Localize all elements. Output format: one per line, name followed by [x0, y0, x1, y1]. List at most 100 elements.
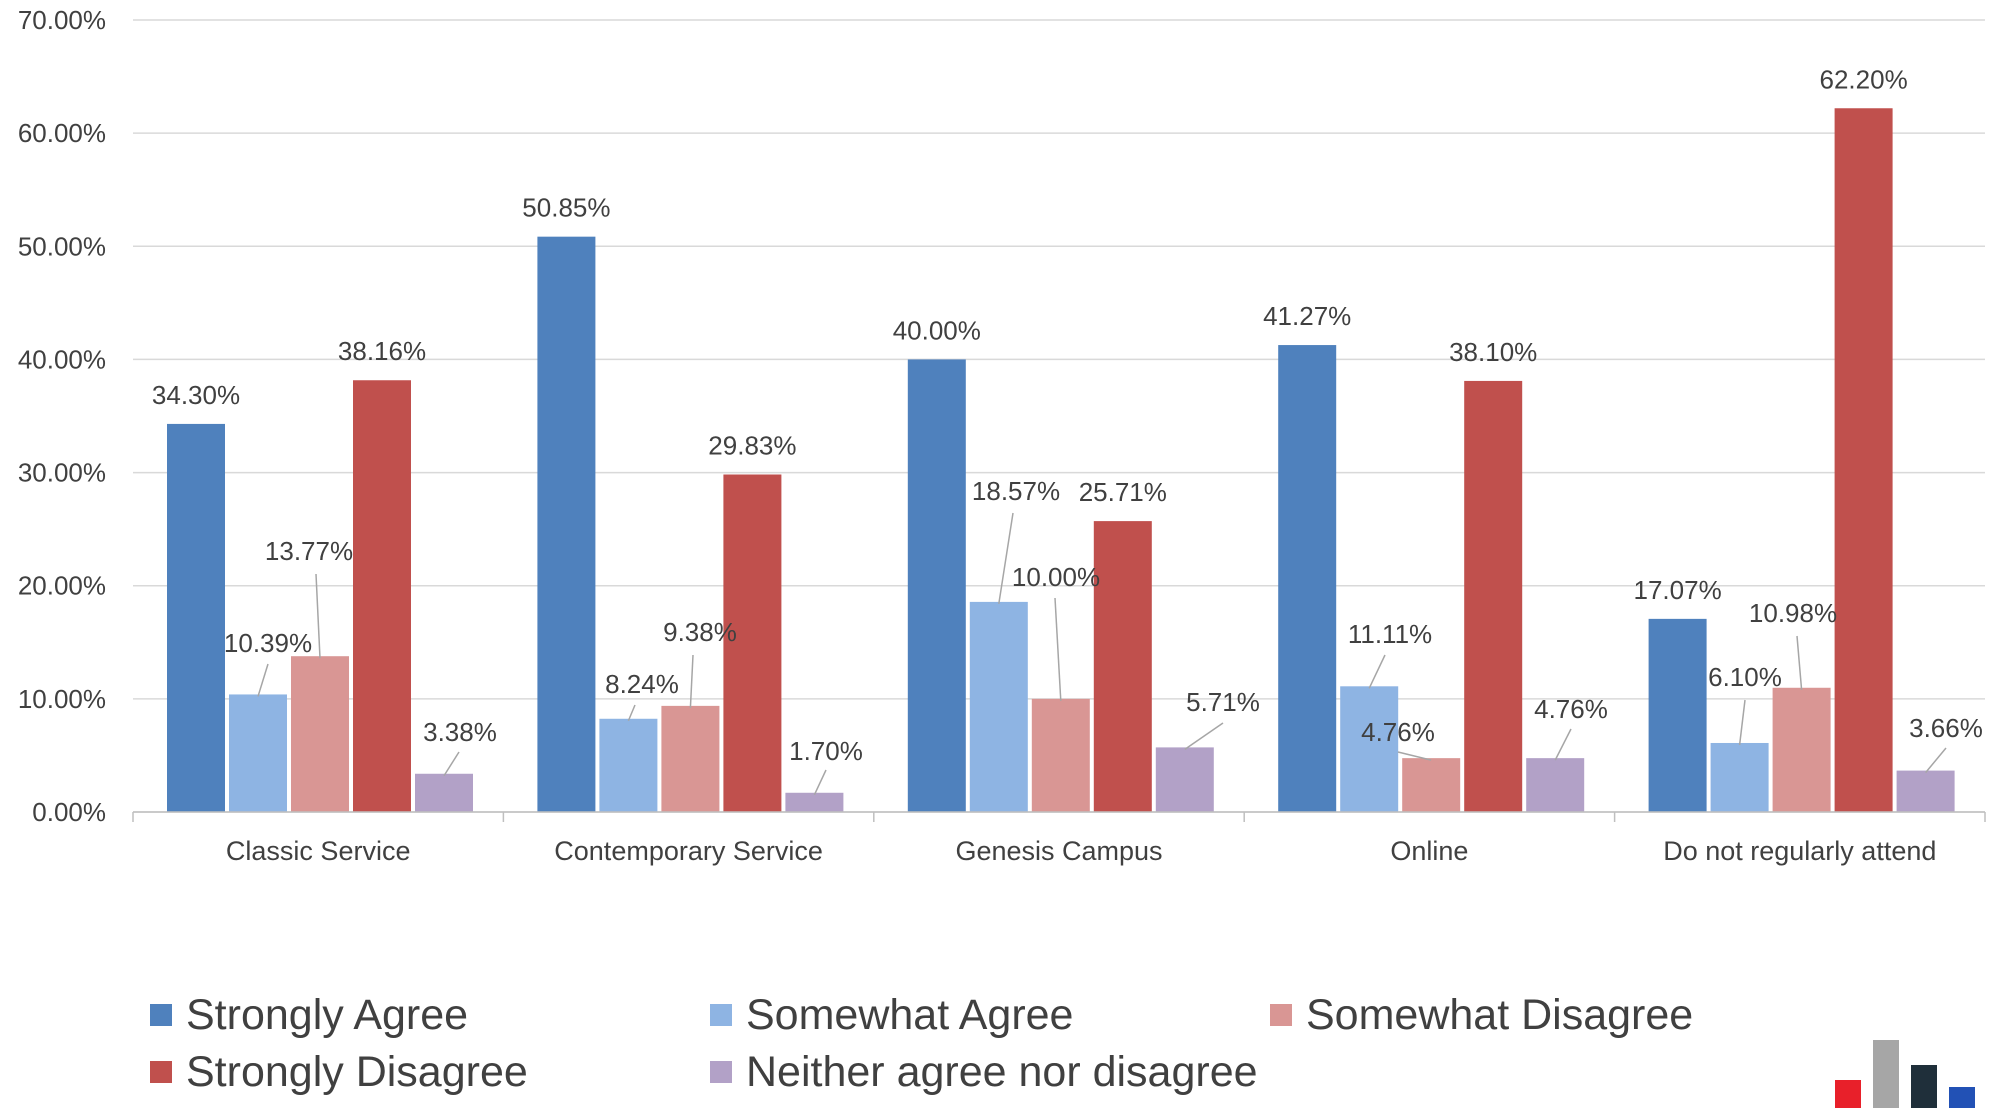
y-tick-label: 40.00%	[18, 344, 106, 374]
y-tick-label: 10.00%	[18, 684, 106, 714]
bar	[785, 792, 844, 812]
legend-label-strongly-agree: Strongly Agree	[186, 990, 469, 1039]
y-tick-label: 70.00%	[18, 5, 106, 35]
bar	[291, 656, 349, 812]
bar	[1402, 758, 1461, 812]
bar	[1278, 345, 1337, 812]
bars	[167, 108, 1955, 813]
x-tick-label: Genesis Campus	[955, 836, 1162, 866]
bar	[1648, 618, 1707, 812]
y-tick-label: 0.00%	[32, 797, 106, 827]
bar	[599, 718, 658, 812]
legend-item-somewhat-disagree: Somewhat Disagree	[1270, 985, 1693, 1045]
data-label: 3.38%	[423, 717, 497, 747]
x-tick-label: Contemporary Service	[554, 836, 823, 866]
logo-bar-dark	[1911, 1065, 1937, 1108]
data-label: 3.66%	[1909, 713, 1983, 743]
y-tick-label: 60.00%	[18, 118, 106, 148]
bar	[167, 423, 225, 812]
data-label-leader	[1738, 699, 1746, 746]
data-label-leader	[257, 663, 269, 697]
legend-swatch-somewhat-disagree	[1270, 1004, 1292, 1026]
data-labels: 34.30% 50.85% 40.00% 41.27% 17.07% 10.39% 8.24…	[152, 64, 1983, 796]
bar	[353, 380, 411, 812]
bar	[415, 773, 473, 812]
data-label-leader	[1796, 635, 1803, 690]
data-label: 34.30%	[152, 380, 240, 410]
data-label: 25.71%	[1079, 477, 1167, 507]
bar	[1155, 747, 1214, 812]
data-label: 10.39%	[224, 628, 312, 658]
legend-item-neither: Neither agree nor disagree	[710, 1042, 1258, 1102]
bar	[1834, 108, 1893, 813]
legend-swatch-strongly-agree	[150, 1004, 172, 1026]
bar-logo-icon	[1835, 1040, 1975, 1108]
legend-label-somewhat-agree: Somewhat Agree	[746, 990, 1074, 1039]
legend-swatch-neither	[710, 1061, 732, 1083]
data-label-leader	[315, 573, 321, 659]
data-label-leader	[689, 654, 694, 708]
data-label: 40.00%	[893, 315, 981, 345]
y-tick-label: 30.00%	[18, 458, 106, 488]
bar	[969, 601, 1028, 812]
data-label: 6.10%	[1708, 662, 1782, 692]
data-label: 18.57%	[972, 476, 1060, 506]
legend-item-strongly-disagree: Strongly Disagree	[150, 1042, 528, 1102]
data-label: 62.20%	[1820, 64, 1908, 94]
x-tick-label: Online	[1390, 836, 1468, 866]
bar	[1710, 742, 1769, 812]
gridlines	[133, 19, 1985, 813]
legend: Strongly Agree Somewhat Agree Somewhat D…	[150, 985, 1900, 1108]
data-label-leader	[1397, 751, 1432, 761]
data-label-leader	[443, 751, 460, 777]
data-label-leader	[813, 769, 827, 796]
data-label: 8.24%	[605, 669, 679, 699]
data-label: 9.38%	[663, 617, 737, 647]
data-label: 5.71%	[1186, 687, 1260, 717]
bar	[1340, 686, 1399, 812]
legend-swatch-somewhat-agree	[710, 1004, 732, 1026]
x-axis: Classic Service Contemporary Service Genes…	[132, 811, 1986, 866]
legend-swatch-strongly-disagree	[150, 1061, 172, 1083]
bar	[661, 705, 720, 812]
y-tick-label: 20.00%	[18, 571, 106, 601]
data-label: 50.85%	[522, 193, 610, 223]
data-label: 38.16%	[338, 336, 426, 366]
data-label-leader	[998, 512, 1014, 605]
y-axis-tick-labels: 0.00% 10.00% 20.00% 30.00% 40.00% 50.00% 60.00…	[18, 5, 106, 827]
data-label: 10.98%	[1749, 598, 1837, 628]
legend-label-strongly-disagree: Strongly Disagree	[186, 1047, 528, 1096]
data-label-leader	[1184, 722, 1224, 751]
bar	[723, 474, 782, 812]
data-label: 4.76%	[1361, 717, 1435, 747]
data-label: 1.70%	[789, 736, 863, 766]
data-label: 11.11%	[1348, 619, 1432, 649]
logo-bar-red	[1835, 1080, 1861, 1108]
legend-item-strongly-agree: Strongly Agree	[150, 985, 468, 1045]
bar	[1896, 770, 1955, 812]
legend-item-somewhat-agree: Somewhat Agree	[710, 985, 1073, 1045]
logo-bar-gray	[1873, 1040, 1899, 1108]
bar	[1526, 758, 1585, 812]
data-label: 10.00%	[1012, 562, 1100, 592]
bar	[1772, 687, 1831, 812]
data-label: 41.27%	[1263, 301, 1351, 331]
logo-bar-blue	[1949, 1087, 1975, 1108]
data-label: 13.77%	[265, 536, 353, 566]
bar	[907, 359, 966, 812]
data-label-leader	[627, 704, 636, 722]
legend-label-somewhat-disagree: Somewhat Disagree	[1306, 990, 1694, 1039]
bar	[1093, 521, 1152, 812]
x-tick-label: Classic Service	[226, 836, 411, 866]
legend-label-neither: Neither agree nor disagree	[746, 1047, 1258, 1096]
data-label: 29.83%	[708, 430, 796, 460]
bar	[229, 694, 287, 812]
data-label: 38.10%	[1449, 337, 1537, 367]
data-label: 4.76%	[1534, 694, 1608, 724]
data-label-leader	[1554, 728, 1572, 761]
data-label-leader	[1925, 747, 1947, 774]
bar	[1464, 380, 1523, 812]
bar	[537, 236, 596, 812]
data-label: 17.07%	[1634, 575, 1722, 605]
